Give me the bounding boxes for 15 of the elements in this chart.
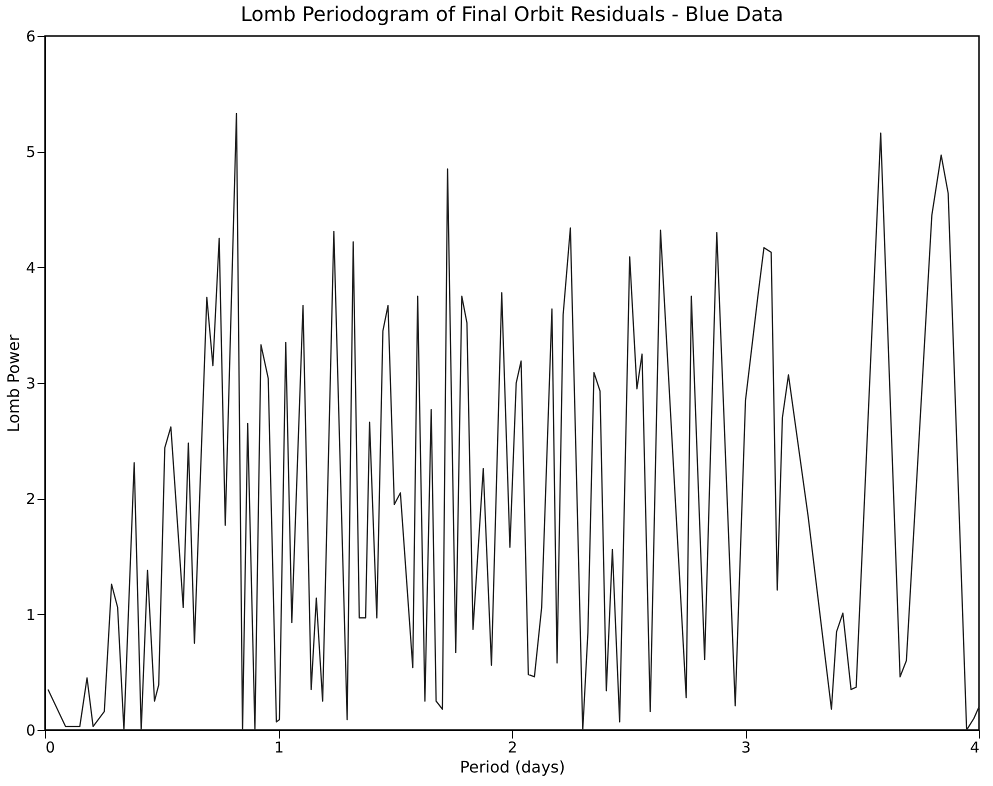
y-axis-title: Lomb Power (4, 334, 23, 432)
y-tick-label: 5 (26, 143, 36, 162)
chart-title: Lomb Periodogram of Final Orbit Residuals - Blue Data (240, 2, 784, 26)
x-tick-label: 2 (508, 738, 518, 756)
y-tick-label: 1 (26, 606, 36, 624)
y-tick-label: 6 (26, 28, 36, 46)
y-tick-label: 4 (26, 258, 36, 277)
x-tick-label: 1 (274, 738, 284, 756)
x-tick-label: 0 (46, 738, 56, 756)
x-tick-label: 4 (970, 738, 980, 756)
y-tick-label: 2 (26, 490, 36, 508)
y-tick-label: 3 (26, 374, 36, 392)
x-tick-label: 3 (741, 738, 751, 756)
y-tick-label: 0 (26, 722, 36, 740)
x-axis-title: Period (days) (460, 758, 566, 776)
